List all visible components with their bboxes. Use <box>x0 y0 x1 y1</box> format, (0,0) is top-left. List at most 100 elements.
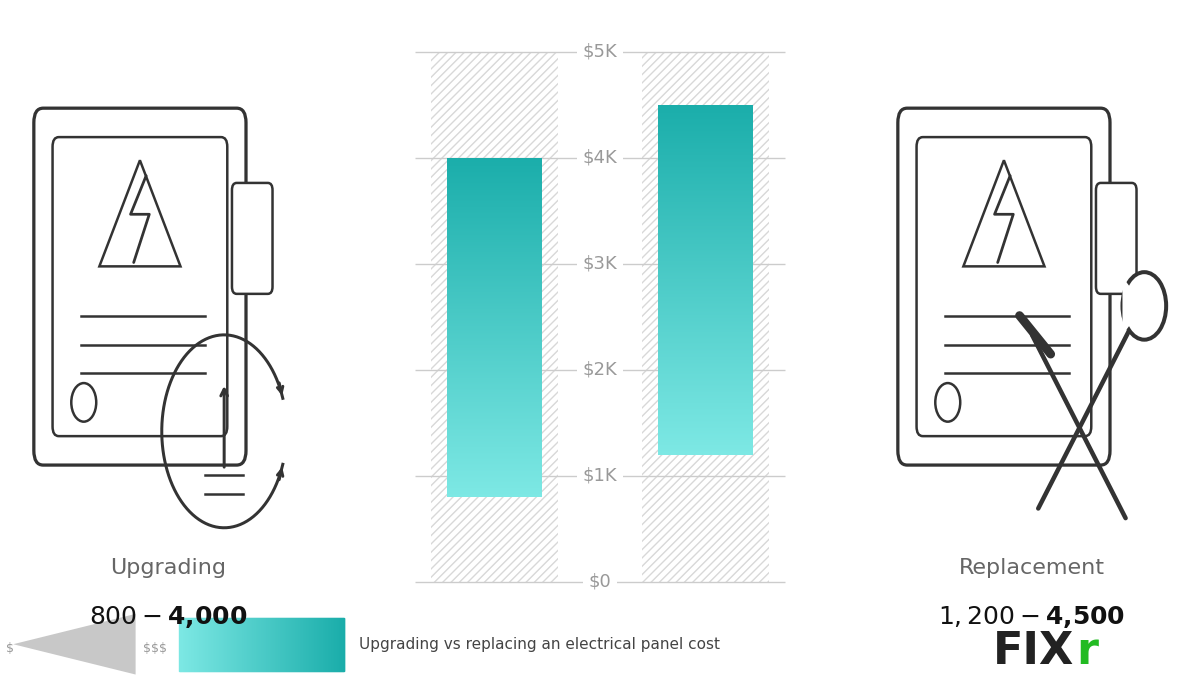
Bar <box>446 282 542 283</box>
Bar <box>446 486 542 487</box>
Bar <box>446 253 542 254</box>
Bar <box>446 337 542 338</box>
Bar <box>446 378 542 380</box>
Bar <box>658 372 754 373</box>
Bar <box>658 107 754 108</box>
Bar <box>658 224 754 225</box>
Bar <box>446 436 542 438</box>
Bar <box>446 261 542 262</box>
Bar <box>446 470 542 471</box>
Bar <box>658 323 754 324</box>
Bar <box>658 443 754 444</box>
Text: $800 - $4,000: $800 - $4,000 <box>89 604 247 630</box>
Bar <box>658 303 754 305</box>
Bar <box>658 265 754 266</box>
Bar <box>658 430 754 431</box>
Bar <box>446 291 542 293</box>
Bar <box>658 389 754 391</box>
Bar <box>658 449 754 450</box>
Bar <box>446 227 542 228</box>
Bar <box>446 225 542 226</box>
Bar <box>446 469 542 470</box>
Bar <box>446 349 542 350</box>
Bar <box>446 242 542 243</box>
Bar <box>446 413 542 415</box>
Bar <box>658 453 754 455</box>
Text: $0: $0 <box>589 573 611 591</box>
Bar <box>658 345 754 347</box>
Bar <box>446 449 542 450</box>
Bar <box>658 176 754 177</box>
Bar <box>658 138 754 140</box>
Bar <box>446 189 542 191</box>
Bar <box>658 342 754 343</box>
Bar <box>658 354 754 356</box>
Bar <box>446 269 542 270</box>
Bar <box>446 230 542 232</box>
Bar <box>446 179 542 181</box>
Bar <box>658 393 754 394</box>
Bar <box>658 267 754 268</box>
Bar <box>658 408 754 409</box>
Bar <box>446 170 542 172</box>
Bar <box>446 182 542 183</box>
Bar <box>446 184 542 185</box>
Bar <box>658 318 754 320</box>
Bar <box>446 245 542 246</box>
Bar <box>446 435 542 436</box>
Bar <box>658 227 754 229</box>
Bar <box>446 174 542 175</box>
Bar <box>446 314 542 315</box>
Bar <box>658 424 754 426</box>
Bar <box>446 264 542 265</box>
Bar <box>446 283 542 285</box>
Bar <box>446 329 542 330</box>
Bar <box>446 362 542 364</box>
Bar <box>658 246 754 247</box>
Bar <box>446 281 542 282</box>
Bar <box>658 266 754 267</box>
Bar <box>658 441 754 442</box>
Bar <box>658 177 754 178</box>
Bar <box>446 333 542 334</box>
Bar <box>658 422 754 423</box>
Bar <box>446 228 542 229</box>
Bar <box>446 390 542 391</box>
Bar <box>658 190 754 192</box>
Bar <box>658 181 754 182</box>
Bar <box>446 256 542 258</box>
Bar <box>446 158 542 159</box>
Bar <box>658 307 754 308</box>
Bar <box>658 291 754 293</box>
Bar <box>446 431 542 433</box>
Bar <box>446 451 542 452</box>
Bar <box>658 261 754 263</box>
Bar <box>658 429 754 430</box>
Bar <box>658 204 754 205</box>
Bar <box>658 451 754 453</box>
Bar <box>658 386 754 387</box>
Bar <box>446 460 542 461</box>
Bar <box>658 125 754 126</box>
Bar <box>658 382 754 384</box>
Bar <box>446 375 542 376</box>
Bar <box>446 306 542 307</box>
Bar <box>658 147 754 148</box>
Bar <box>658 444 754 445</box>
Bar <box>658 290 754 291</box>
Bar <box>446 285 542 286</box>
Bar <box>446 382 542 383</box>
Bar <box>446 166 542 167</box>
Bar <box>658 226 754 227</box>
Bar <box>446 339 542 340</box>
Bar <box>446 243 542 244</box>
Bar <box>658 111 754 112</box>
Bar <box>658 273 754 274</box>
Bar <box>658 396 754 398</box>
Bar <box>658 231 754 232</box>
Bar <box>446 334 542 336</box>
Bar <box>446 212 542 214</box>
Bar <box>446 181 542 182</box>
Bar <box>446 293 542 294</box>
Bar <box>658 344 754 345</box>
